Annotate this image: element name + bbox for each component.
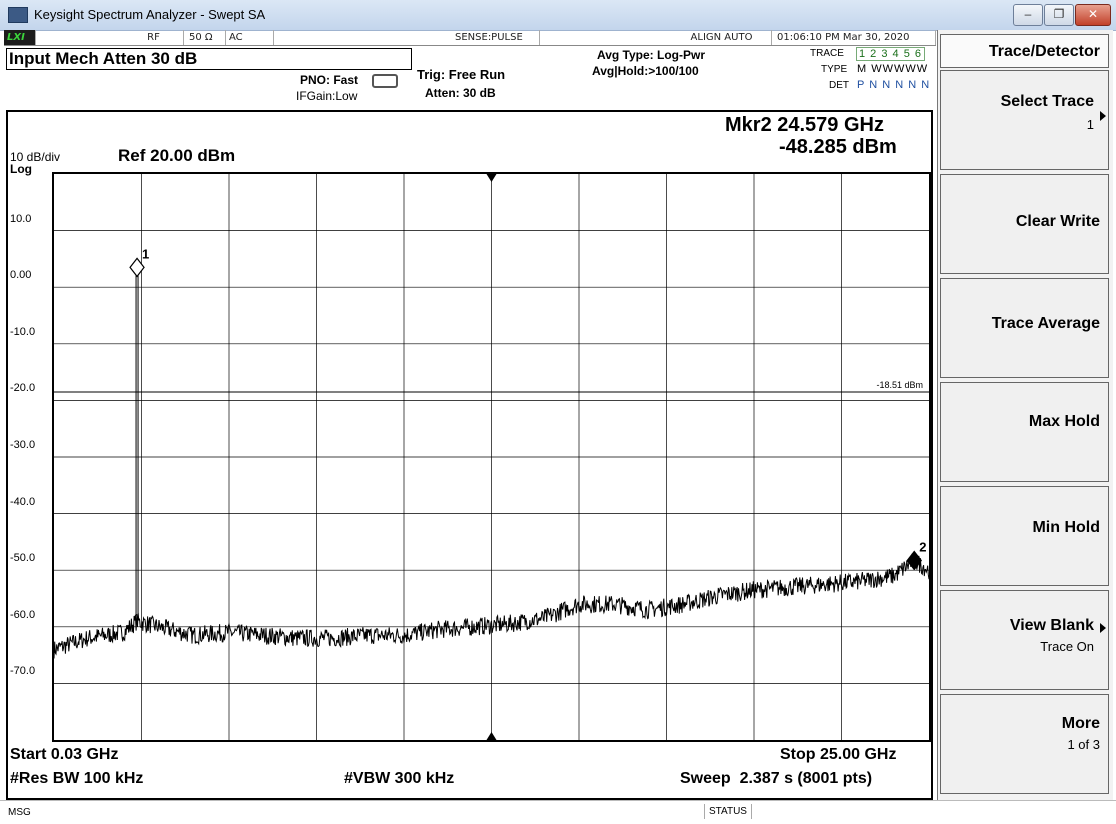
marker-frequency: Mkr2 24.579 GHz [725, 114, 884, 136]
msg-label: MSG [8, 807, 31, 818]
more-button[interactable]: More 1 of 3 [940, 694, 1109, 794]
spectrum-plot: -18.51 dBm 1 2 [54, 174, 929, 740]
select-trace-label: Select Trace [1000, 93, 1094, 110]
max-hold-button[interactable]: Max Hold [940, 382, 1109, 482]
y-tick-label: -60.0 [10, 608, 36, 621]
type-label: TYPE [821, 64, 848, 75]
trace-average-label: Trace Average [991, 315, 1100, 332]
minimize-button[interactable]: ‒ [1013, 4, 1043, 26]
max-hold-label: Max Hold [1028, 413, 1100, 430]
impedance: 50 Ω [186, 30, 226, 45]
window-title: Keysight Spectrum Analyzer - Swept SA [34, 7, 266, 22]
align-status: ALIGN AUTO [672, 30, 772, 45]
view-blank-value: Trace On [1040, 639, 1094, 654]
rf-input: RF [124, 30, 184, 45]
lxi-indicator: LXI [4, 30, 36, 45]
select-trace-value: 1 [1086, 117, 1094, 132]
scale-per-div: 10 dB/div [10, 150, 61, 164]
more-label: More [1061, 715, 1100, 732]
plot-area[interactable]: -18.51 dBm 1 2 [52, 172, 931, 742]
ifgain-setting: IFGain:Low [296, 89, 358, 103]
video-bandwidth: #VBW 300 kHz [344, 770, 455, 787]
trace-indicators: 1 2 3 4 5 6 [856, 47, 925, 61]
sense-mode: SENSE:PULSE [452, 30, 540, 45]
trigger-setting: Trig: Free Run [417, 67, 506, 82]
scale-type: Log [10, 162, 32, 176]
select-trace-button[interactable]: Select Trace 1 [940, 70, 1109, 170]
y-tick-label: 0.00 [10, 269, 32, 282]
resolution-bandwidth: #Res BW 100 kHz [10, 770, 144, 787]
marker-2-label: 2 [919, 539, 926, 554]
coupling: AC [226, 30, 274, 45]
center-bottom-marker-icon [486, 732, 497, 740]
start-frequency: Start 0.03 GHz [10, 746, 119, 763]
det-label: DET [829, 80, 849, 91]
stop-frequency: Stop 25.00 GHz [780, 746, 897, 763]
marker-1-icon [129, 257, 145, 278]
y-tick-label: -10.0 [10, 325, 36, 338]
trace-label: TRACE [810, 48, 844, 59]
atten-setting: Atten: 30 dB [425, 86, 496, 100]
spectrum-trace [54, 550, 929, 659]
y-tick-label: -70.0 [10, 665, 36, 678]
marker-1-label: 1 [142, 246, 149, 261]
y-tick-label: -30.0 [10, 439, 36, 451]
type-indicators: M WWWWW [857, 63, 929, 75]
submenu-arrow-icon [1100, 623, 1106, 633]
pno-icon [372, 74, 398, 88]
view-blank-button[interactable]: View Blank Trace On [940, 590, 1109, 690]
softkey-panel: Trace/Detector Select Trace 1 Clear Writ… [937, 30, 1113, 800]
clear-write-button[interactable]: Clear Write [940, 174, 1109, 274]
window-titlebar: Keysight Spectrum Analyzer - Swept SA ‒ … [0, 0, 1116, 31]
more-value: 1 of 3 [1067, 737, 1100, 752]
reference-level: Ref 20.00 dBm [118, 146, 236, 165]
avg-hold: Avg|Hold:>100/100 [592, 64, 699, 78]
avg-type: Avg Type: Log-Pwr [597, 48, 705, 62]
input-mech-atten-box: Input Mech Atten 30 dB [6, 48, 412, 70]
center-top-marker-icon [486, 174, 497, 182]
input-mech-atten: Input Mech Atten 30 dB [9, 49, 198, 68]
softkey-menu-title: Trace/Detector [940, 34, 1109, 68]
maximize-button[interactable]: ❐ [1044, 4, 1074, 26]
y-tick-label: -40.0 [10, 495, 36, 508]
status-row: LXI RF 50 Ω AC SENSE:PULSE ALIGN AUTO 01… [4, 30, 936, 46]
y-tick-label: 10.0 [10, 212, 32, 225]
view-blank-label: View Blank [1009, 617, 1094, 634]
pno-setting: PNO: Fast [300, 73, 359, 87]
display-line-label: -18.51 dBm [876, 380, 923, 390]
min-hold-label: Min Hold [1032, 519, 1100, 536]
bottom-bar: MSG STATUS [0, 800, 1116, 824]
sweep-time: Sweep 2.387 s (8001 pts) [680, 770, 873, 787]
menu-title: Trace/Detector [988, 43, 1100, 60]
min-hold-button[interactable]: Min Hold [940, 486, 1109, 586]
det-indicators: P N N N N N [857, 79, 931, 91]
status-label: STATUS [704, 804, 752, 819]
clear-write-label: Clear Write [1015, 213, 1100, 230]
close-button[interactable]: ✕ [1075, 4, 1111, 26]
app-icon [8, 7, 28, 23]
chart-frame [6, 110, 933, 800]
datetime: 01:06:10 PM Mar 30, 2020 [774, 30, 936, 45]
y-tick-label: -50.0 [10, 552, 36, 565]
marker-level: -48.285 dBm [779, 136, 897, 158]
trace-average-button[interactable]: Trace Average [940, 278, 1109, 378]
marker-2-icon [906, 550, 923, 571]
submenu-arrow-icon [1100, 111, 1106, 121]
y-tick-label: -20.0 [10, 382, 36, 395]
